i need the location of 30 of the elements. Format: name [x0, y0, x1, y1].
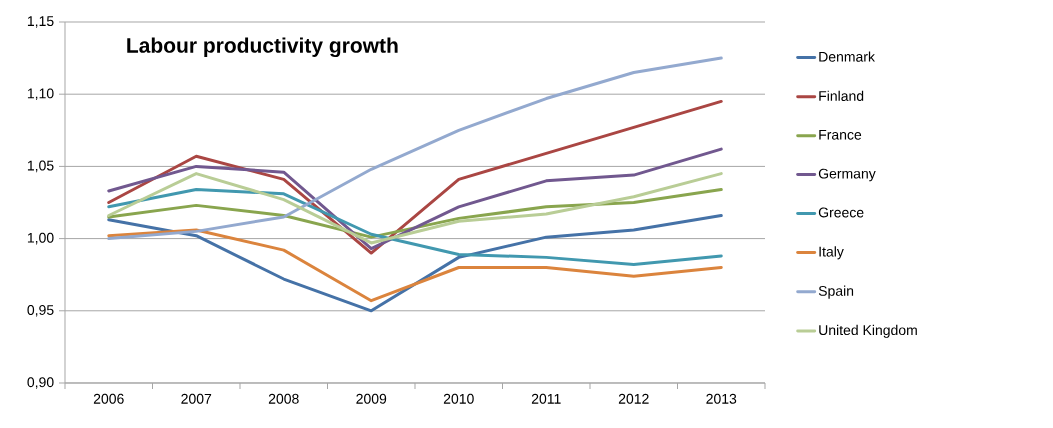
y-tick-label: 0,90: [27, 377, 54, 389]
y-tick-label: 0,95: [27, 305, 54, 317]
x-tick-label: 2008: [268, 393, 299, 404]
legend-label: Italy: [819, 246, 844, 260]
legend-label: United Kingdom: [819, 324, 917, 338]
y-tick-label: 1,05: [27, 160, 54, 173]
legend-label: Germany: [818, 168, 876, 182]
legend-label: Greece: [818, 207, 864, 218]
line-series: [107, 214, 723, 313]
line-series: [107, 188, 723, 239]
text: Labour productivity growth: [127, 37, 398, 58]
legend-label: France: [819, 129, 862, 140]
line-series: [107, 56, 723, 241]
x-tick-label: 2011: [531, 393, 561, 404]
x-tick-label: 2013: [706, 393, 737, 404]
y-tick-label: 1,15: [27, 16, 54, 28]
x-tick-label: 2009: [356, 393, 387, 404]
line-series: [107, 188, 723, 267]
x-tick-label: 2006: [93, 393, 124, 404]
legend-label: Finland: [819, 90, 864, 101]
x-tick-label: 2012: [618, 393, 649, 404]
legend-label: Spain: [818, 285, 854, 299]
line-series: [107, 228, 723, 303]
line-series: [107, 172, 723, 245]
legend-label: Denmark: [819, 51, 875, 62]
y-tick-label: 1,00: [27, 232, 54, 245]
y-tick-label: 1,10: [27, 88, 54, 100]
x-tick-label: 2010: [443, 393, 474, 404]
x-tick-label: 2007: [181, 393, 212, 404]
line-series: [107, 147, 723, 251]
